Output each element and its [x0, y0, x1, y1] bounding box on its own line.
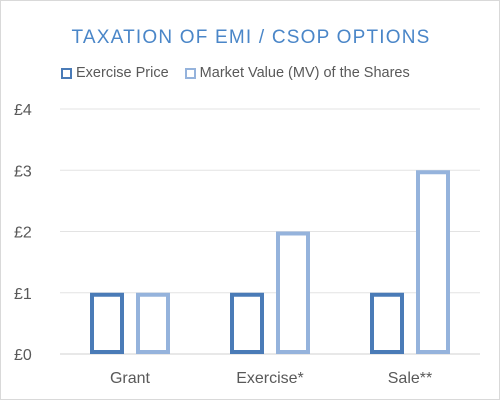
- y-tick-label: £0: [14, 347, 32, 364]
- legend-swatch-market-value: [184, 67, 196, 79]
- bar-exercise-price: [230, 292, 264, 354]
- legend-swatch-exercise-price: [61, 67, 72, 79]
- bar-market-value: [276, 231, 310, 354]
- y-tick-label: £2: [14, 225, 32, 242]
- chart-title: TAXATION OF EMI / CSOP OPTIONS: [71, 27, 431, 48]
- legend-item-market-value: Market Value (MV) of the Shares: [184, 65, 410, 81]
- x-tick-label: Sale**: [388, 370, 432, 387]
- chart-legend: Exercise Price Market Value (MV) of the …: [61, 63, 426, 83]
- x-tick-label: Exercise*: [236, 370, 304, 387]
- legend-label-exercise-price: Exercise Price: [76, 65, 169, 81]
- bar-market-value: [136, 292, 170, 354]
- y-tick-label: £3: [14, 163, 32, 180]
- x-tick-label: Grant: [110, 370, 151, 387]
- bar-exercise-price: [370, 292, 404, 354]
- y-tick-label: £4: [14, 102, 32, 119]
- bar-exercise-price: [90, 292, 124, 354]
- bar-market-value: [416, 170, 450, 354]
- legend-label-market-value: Market Value (MV) of the Shares: [199, 65, 410, 81]
- y-tick-label: £1: [14, 286, 32, 303]
- legend-item-exercise-price: Exercise Price: [61, 65, 169, 81]
